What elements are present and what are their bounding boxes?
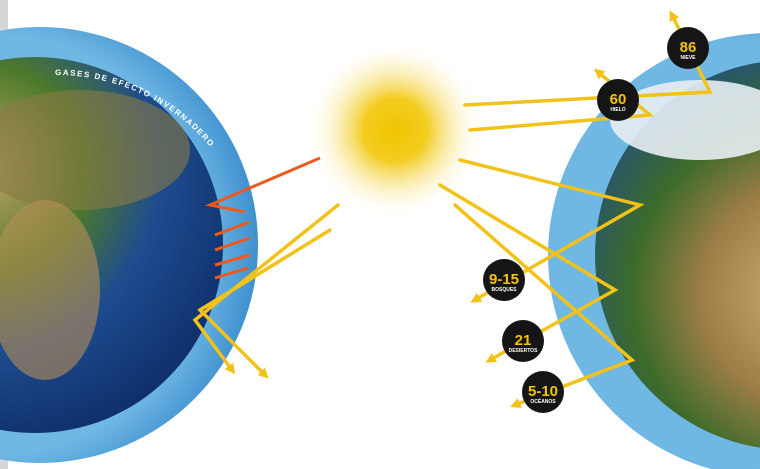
badge-label: OCÉANOS	[530, 397, 556, 405]
land	[0, 90, 190, 210]
land	[0, 200, 100, 380]
rays-left	[192, 156, 340, 379]
badge-value: 21	[515, 332, 532, 349]
sun	[305, 40, 485, 220]
badge-value: 5-10	[528, 383, 558, 400]
badge-value: 86	[680, 39, 697, 56]
badge-label: HIELO	[610, 107, 625, 113]
badge	[483, 259, 525, 301]
badge	[597, 79, 639, 121]
ice	[610, 80, 760, 160]
badge-value: 9-15	[489, 271, 519, 288]
badge-label: BOSQUES	[491, 287, 517, 293]
badge	[502, 320, 544, 362]
badge	[522, 371, 564, 413]
badge	[667, 27, 709, 69]
badge-label: NIEVE	[680, 55, 696, 61]
badge-label: DESIERTOS	[509, 348, 538, 354]
badge-value: 60	[610, 91, 627, 108]
